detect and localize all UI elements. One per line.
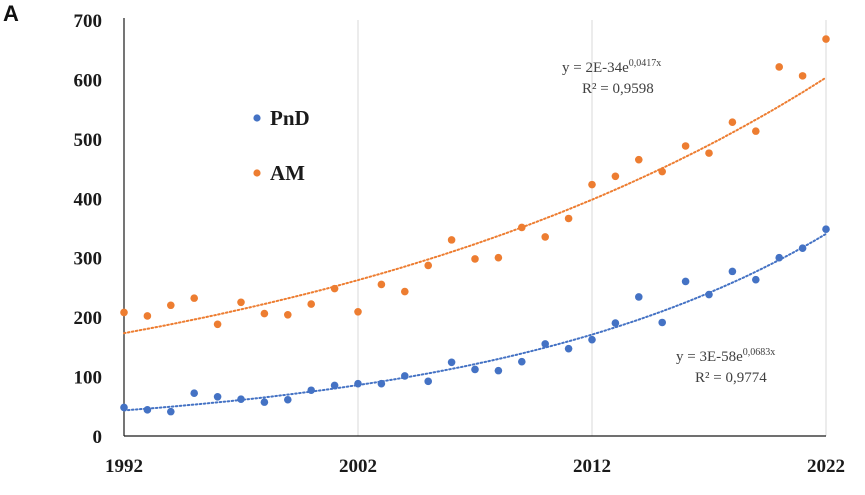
point-pnd-1996 — [213, 392, 222, 401]
point-pnd-2001 — [330, 381, 339, 390]
point-pnd-2016 — [681, 277, 690, 286]
point-pnd-2009 — [518, 357, 526, 366]
point-pnd-2022 — [822, 225, 830, 233]
point-pnd-1992 — [120, 403, 128, 412]
point-pnd-2003 — [377, 379, 386, 388]
point-pnd-2017 — [705, 290, 713, 299]
point-am-2022 — [822, 35, 830, 43]
legend-marker-pnd — [253, 114, 261, 122]
point-am-2010 — [541, 233, 549, 241]
trendline-equation-pnd: y = 3E-58e0,0683x R² = 0,9774 — [676, 347, 775, 386]
point-pnd-1997 — [237, 395, 245, 403]
y-axis-tick-labels: 0 100 200 300 400 500 600 700 — [74, 11, 103, 448]
point-pnd-2014 — [635, 293, 643, 301]
x-tick-label-2: 2012 — [573, 456, 611, 477]
point-am-1996 — [213, 320, 222, 329]
point-pnd-2015 — [658, 318, 666, 327]
legend-label-am: AM — [270, 161, 305, 185]
point-pnd-2006 — [447, 358, 456, 367]
trendline-am — [123, 76, 827, 335]
point-am-2001 — [330, 284, 339, 293]
y-tick-label-7: 700 — [74, 11, 103, 32]
axes — [123, 18, 826, 437]
point-am-2006 — [447, 236, 456, 244]
point-am-2002 — [354, 307, 362, 316]
y-tick-label-1: 100 — [74, 368, 103, 389]
point-pnd-1998 — [260, 398, 269, 406]
y-tick-label-0: 0 — [93, 427, 103, 448]
point-pnd-2018 — [728, 267, 737, 276]
point-pnd-2000 — [307, 386, 316, 395]
pnd-r-squared: R² = 0,9774 — [695, 370, 767, 386]
point-am-2005 — [424, 261, 433, 270]
point-pnd-2008 — [494, 366, 503, 375]
point-pnd-1995 — [190, 389, 198, 398]
y-tick-label-2: 200 — [74, 308, 103, 329]
point-pnd-2020 — [775, 253, 783, 262]
point-pnd-1999 — [284, 395, 292, 404]
point-am-2016 — [681, 142, 690, 150]
point-pnd-2005 — [424, 377, 433, 386]
y-tick-label-5: 500 — [74, 130, 103, 151]
x-tick-label-3: 2022 — [807, 456, 845, 477]
point-am-1995 — [190, 294, 198, 302]
point-am-2019 — [752, 127, 760, 135]
point-pnd-2011 — [564, 344, 573, 353]
point-am-2007 — [471, 255, 479, 263]
pnd-equation: y = 3E-58e0,0683x — [676, 347, 775, 365]
y-tick-label-4: 400 — [74, 189, 103, 210]
point-pnd-2013 — [611, 319, 620, 327]
point-am-2018 — [728, 118, 737, 127]
point-am-2003 — [377, 280, 386, 289]
point-am-1997 — [237, 298, 245, 307]
point-am-1998 — [260, 309, 269, 318]
legend: PnD AM — [253, 106, 310, 185]
point-pnd-2019 — [752, 275, 760, 284]
point-am-2017 — [705, 149, 713, 157]
x-axis-tick-labels: 1992 2002 2012 2022 — [105, 456, 845, 477]
point-am-2009 — [518, 223, 526, 232]
x-tick-label-1: 2002 — [339, 456, 377, 477]
point-am-2012 — [588, 180, 596, 189]
am-equation: y = 2E-34e0,0417x — [562, 58, 661, 76]
y-tick-label-6: 600 — [74, 70, 103, 91]
x-tick-label-0: 1992 — [105, 456, 143, 477]
point-am-1992 — [120, 308, 128, 317]
legend-marker-am — [253, 169, 261, 177]
point-am-2004 — [401, 287, 409, 296]
point-pnd-2007 — [471, 365, 479, 374]
point-am-2000 — [307, 300, 316, 308]
y-tick-label-3: 300 — [74, 249, 103, 270]
point-am-1999 — [284, 310, 292, 319]
point-am-1994 — [167, 301, 175, 310]
point-am-2021 — [798, 72, 807, 80]
point-am-2013 — [611, 172, 620, 181]
point-pnd-1993 — [143, 406, 152, 414]
point-pnd-1994 — [167, 407, 175, 416]
point-am-2020 — [775, 63, 783, 71]
data-points — [120, 35, 830, 416]
point-am-2015 — [658, 167, 666, 176]
point-am-2008 — [494, 253, 503, 262]
point-pnd-2004 — [401, 372, 409, 380]
am-r-squared: R² = 0,9598 — [582, 81, 654, 97]
point-am-2011 — [564, 214, 573, 223]
point-pnd-2012 — [588, 335, 596, 344]
point-am-1993 — [143, 312, 152, 320]
panel-label: A — [3, 1, 19, 26]
point-pnd-2021 — [798, 244, 807, 253]
point-pnd-2002 — [354, 379, 362, 388]
point-am-2014 — [635, 155, 643, 164]
trendline-equation-am: y = 2E-34e0,0417x R² = 0,9598 — [562, 58, 661, 97]
legend-label-pnd: PnD — [270, 106, 310, 130]
point-pnd-2010 — [541, 340, 549, 348]
